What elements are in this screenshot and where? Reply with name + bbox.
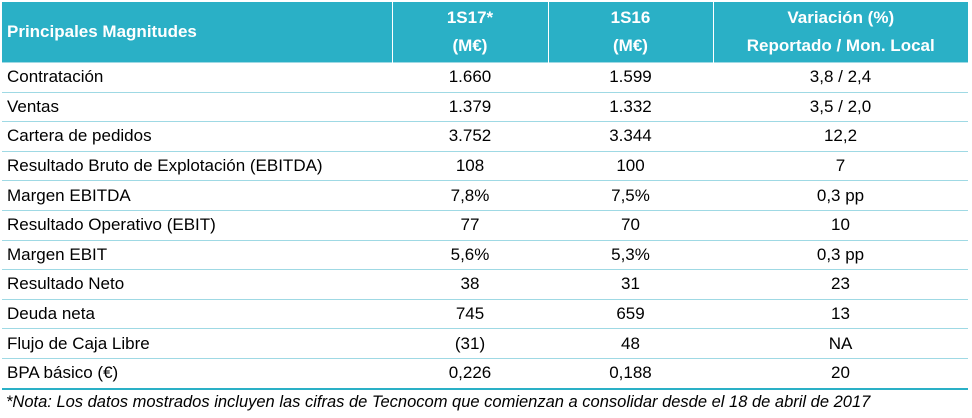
cell-variacion: 0,3 pp bbox=[713, 180, 968, 211]
footnote: *Nota: Los datos mostrados incluyen las … bbox=[6, 393, 871, 411]
cell-1s17: 7,8% bbox=[392, 180, 548, 211]
row-label: Resultado Bruto de Explotación (EBITDA) bbox=[2, 150, 392, 182]
table-row: Margen EBITDA 7,8% 7,5% 0,3 pp bbox=[2, 180, 968, 211]
cell-1s17: 38 bbox=[392, 269, 548, 300]
cell-1s16: 70 bbox=[548, 209, 713, 241]
cell-1s16: 659 bbox=[548, 298, 713, 330]
header-label: Principales Magnitudes bbox=[2, 2, 393, 63]
table-row: Resultado Bruto de Explotación (EBITDA) … bbox=[2, 150, 968, 182]
cell-variacion: 3,8 / 2,4 bbox=[713, 62, 968, 93]
cell-1s17: 77 bbox=[392, 209, 548, 241]
cell-1s16: 1.332 bbox=[548, 91, 713, 123]
table-row: Cartera de pedidos 3.752 3.344 12,2 bbox=[2, 121, 968, 152]
cell-1s17: 0,226 bbox=[392, 357, 548, 390]
cell-variacion: 20 bbox=[713, 357, 968, 390]
table-row: Flujo de Caja Libre (31) 48 NA bbox=[2, 328, 968, 359]
cell-variacion: 10 bbox=[713, 209, 968, 241]
header-1s16: 1S16 (M€) bbox=[548, 2, 714, 63]
cell-variacion: 0,3 pp bbox=[713, 239, 968, 271]
row-label: BPA básico (€) bbox=[2, 357, 392, 390]
table-row: Ventas 1.379 1.332 3,5 / 2,0 bbox=[2, 91, 968, 123]
cell-1s17: 3.752 bbox=[392, 121, 548, 152]
table-row: Deuda neta 745 659 13 bbox=[2, 298, 968, 330]
header-variacion: Variación (%) Reportado / Mon. Local bbox=[713, 2, 968, 63]
row-label: Ventas bbox=[2, 91, 392, 123]
cell-variacion: 7 bbox=[713, 150, 968, 182]
header-1s16-period: 1S16 bbox=[610, 8, 651, 27]
cell-variacion: NA bbox=[713, 328, 968, 359]
row-label: Margen EBIT bbox=[2, 239, 392, 271]
cell-1s17: 1.660 bbox=[392, 62, 548, 93]
cell-1s16: 48 bbox=[548, 328, 713, 359]
header-1s17: 1S17* (M€) bbox=[392, 2, 549, 63]
row-label: Resultado Neto bbox=[2, 269, 392, 300]
header-1s16-unit: (M€) bbox=[613, 36, 648, 55]
cell-1s16: 31 bbox=[548, 269, 713, 300]
cell-1s16: 3.344 bbox=[548, 121, 713, 152]
row-label: Cartera de pedidos bbox=[2, 121, 392, 152]
cell-1s16: 0,188 bbox=[548, 357, 713, 390]
header-variacion-subtitle: Reportado / Mon. Local bbox=[746, 36, 935, 55]
cell-1s17: 1.379 bbox=[392, 91, 548, 123]
cell-1s17: 108 bbox=[392, 150, 548, 182]
row-label: Margen EBITDA bbox=[2, 180, 392, 211]
header-1s17-period: 1S17* bbox=[446, 8, 494, 27]
table-row: BPA básico (€) 0,226 0,188 20 bbox=[2, 357, 968, 390]
row-label: Deuda neta bbox=[2, 298, 392, 330]
cell-1s17: 5,6% bbox=[392, 239, 548, 271]
cell-1s16: 5,3% bbox=[548, 239, 713, 271]
header-1s17-unit: (M€) bbox=[452, 36, 488, 55]
magnitudes-table: Principales Magnitudes 1S17* (M€) 1S16 (… bbox=[2, 2, 968, 390]
cell-1s16: 100 bbox=[548, 150, 713, 182]
table-row: Margen EBIT 5,6% 5,3% 0,3 pp bbox=[2, 239, 968, 271]
row-label: Contratación bbox=[2, 62, 392, 93]
cell-variacion: 23 bbox=[713, 269, 968, 300]
table-row: Resultado Neto 38 31 23 bbox=[2, 269, 968, 300]
cell-1s16: 7,5% bbox=[548, 180, 713, 211]
row-label: Flujo de Caja Libre bbox=[2, 328, 392, 359]
cell-variacion: 3,5 / 2,0 bbox=[713, 91, 968, 123]
cell-1s17: (31) bbox=[392, 328, 548, 359]
table-header-row: Principales Magnitudes 1S17* (M€) 1S16 (… bbox=[2, 2, 968, 63]
cell-1s17: 745 bbox=[392, 298, 548, 330]
table-row: Resultado Operativo (EBIT) 77 70 10 bbox=[2, 209, 968, 241]
row-label: Resultado Operativo (EBIT) bbox=[2, 209, 392, 241]
header-variacion-title: Variación (%) bbox=[787, 8, 895, 27]
cell-variacion: 12,2 bbox=[713, 121, 968, 152]
cell-1s16: 1.599 bbox=[548, 62, 713, 93]
table-row: Contratación 1.660 1.599 3,8 / 2,4 bbox=[2, 62, 968, 93]
cell-variacion: 13 bbox=[713, 298, 968, 330]
